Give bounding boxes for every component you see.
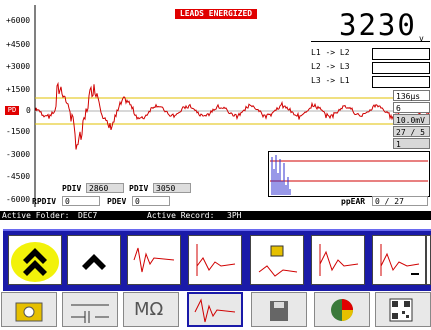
waveform-decay-icon [196,244,236,276]
zoom-out-waveform-icon [380,244,420,276]
y-tick-label: +1500 [6,85,31,94]
report-button[interactable] [314,292,370,327]
reading-underline [311,41,430,42]
active-record-label: Active Record: [147,211,215,220]
leads-energized-banner: LEADS ENERGIZED [175,9,257,19]
y-tick-label: +6000 [6,16,31,25]
double-up-chevron-icon [11,242,59,282]
qr-code-icon [389,298,413,322]
megohm-icon: MΩ [134,299,164,320]
rpdiv-label: RPDIV [32,197,57,206]
pd-marker: PD [5,106,19,115]
zoom-out-button[interactable] [372,235,426,285]
y-tick-label: +3000 [6,62,31,71]
decay-view-button[interactable] [188,235,242,285]
megohm-button[interactable]: MΩ [123,292,179,327]
circuit-icon [71,304,109,323]
pdiv-right-value: 3050 [153,183,191,193]
waveform-view-tool-button[interactable] [127,235,181,285]
phase-box-l2-l3[interactable] [372,62,430,74]
phase-box-l3-l1[interactable] [372,76,430,88]
voltage-unit: v [419,34,424,43]
up-button[interactable] [67,235,121,285]
meter-button[interactable] [1,292,57,327]
y-tick-label: -6000 [6,195,31,204]
ppear-label: ppEAR [341,197,366,206]
floppy-disk-icon [270,301,288,321]
y-tick-label: -4500 [6,172,31,181]
pie-chart-icon [331,299,353,321]
ppear-value: 0 / 27 [372,196,428,206]
qr-code-button[interactable] [375,292,431,327]
save-button[interactable] [251,292,307,327]
mini-spectrum-inset [268,151,430,197]
phase-box-l1-l2[interactable] [372,48,430,60]
time-base-field[interactable]: 136µs [393,90,430,101]
pdiv-label-right: PDIV [129,184,149,193]
voltage-reading: 3230 [339,8,417,42]
pdev-value: 0 [132,196,170,206]
burst-view-button[interactable] [311,235,365,285]
status-bar: Active Folder: DEC7 Active Record: 3PH [0,211,431,220]
waveform-icon [133,247,175,273]
unlock-view-button[interactable] [250,235,304,285]
y-tick-label: +4500 [6,40,31,49]
waveform-burst-icon [319,244,359,276]
phase-label-l2-l3: L2 -> L3 [311,62,350,71]
active-folder-label: Active Folder: [2,211,70,220]
phase-label-l1-l2: L1 -> L2 [311,48,350,57]
page-up-button[interactable] [8,235,62,285]
count-field[interactable]: 6 [393,102,430,113]
meter-icon [15,302,43,322]
pdiv-left-value: 2860 [86,183,124,193]
channel-field[interactable]: 1 [393,138,430,149]
y-tick-label: 0 [26,106,31,115]
waveform-icon [194,298,236,323]
record-index-field[interactable]: 27 / 5 [393,126,430,137]
up-chevron-icon [82,254,106,270]
phase-label-l3-l1: L3 -> L1 [311,76,350,85]
active-record-value: 3PH [227,211,242,220]
pdev-label: PDEV [107,197,127,206]
rpdiv-value: 0 [62,196,100,206]
pdiv-label: PDIV [62,184,82,193]
zoom-in-button[interactable] [426,235,431,285]
zoom-in-waveform-icon [427,236,431,284]
unlock-waveform-icon [258,245,298,277]
active-folder-value: DEC7 [78,211,98,220]
circuit-button[interactable] [62,292,118,327]
threshold-field[interactable]: 10.0mV [393,114,430,125]
waveform-view-button[interactable] [187,292,243,327]
y-tick-label: -1500 [6,127,31,136]
waveform-plot [34,5,431,207]
waveform-trace [35,81,431,150]
y-tick-label: -3000 [6,150,31,159]
